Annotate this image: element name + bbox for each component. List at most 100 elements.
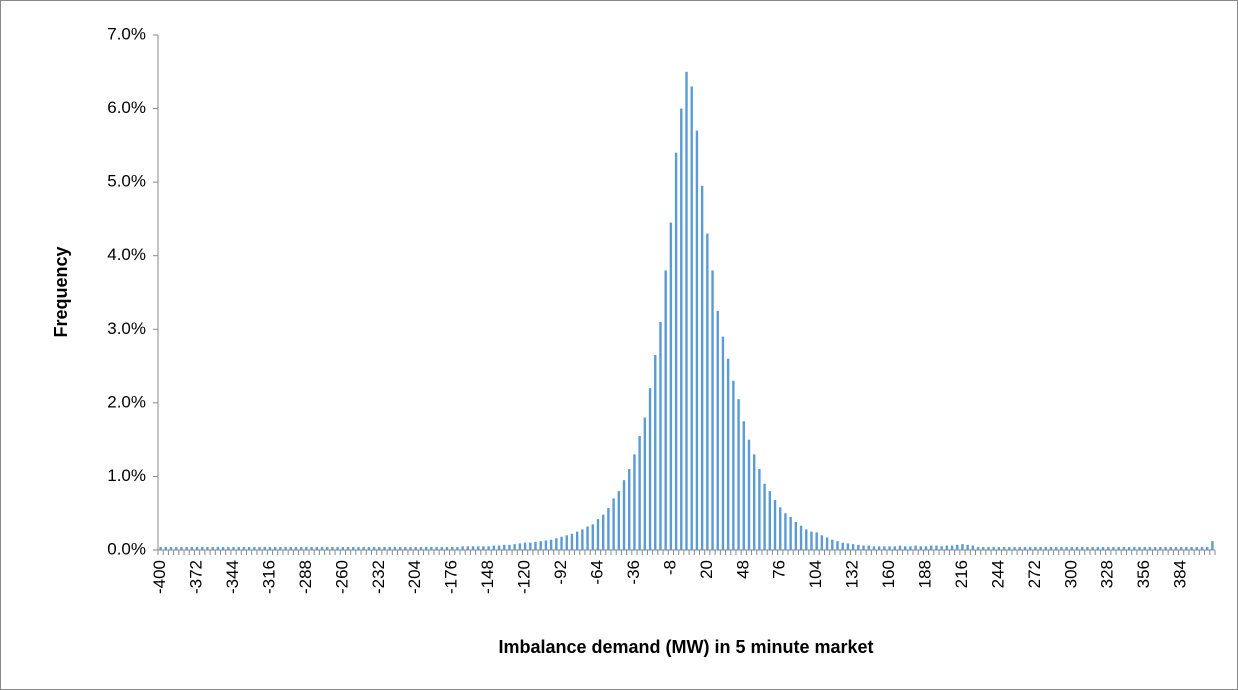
bar bbox=[586, 526, 589, 550]
bar bbox=[846, 543, 850, 550]
bar bbox=[352, 547, 355, 550]
bar bbox=[393, 547, 397, 550]
bar bbox=[810, 531, 813, 550]
y-tick-label: 0.0% bbox=[107, 539, 146, 558]
bar bbox=[638, 435, 641, 550]
bar bbox=[1101, 547, 1105, 550]
bar bbox=[763, 483, 766, 550]
bar bbox=[1008, 547, 1011, 550]
bar bbox=[1179, 547, 1183, 550]
bar bbox=[680, 108, 683, 551]
bar bbox=[1127, 547, 1131, 550]
x-tick-label: -148 bbox=[478, 560, 497, 594]
bar bbox=[841, 542, 844, 550]
bar bbox=[726, 358, 730, 550]
bar bbox=[1044, 547, 1047, 550]
bar bbox=[612, 498, 615, 550]
bar bbox=[1138, 547, 1141, 550]
bar bbox=[575, 531, 579, 550]
bar bbox=[1039, 547, 1042, 550]
bar bbox=[185, 547, 188, 550]
bar bbox=[685, 71, 688, 551]
bar bbox=[648, 388, 652, 550]
bar bbox=[976, 547, 980, 550]
x-axis-title: Imbalance demand (MW) in 5 minute market bbox=[498, 637, 873, 657]
bar bbox=[789, 516, 792, 550]
bar bbox=[747, 439, 751, 550]
bar bbox=[435, 547, 438, 550]
bar bbox=[456, 547, 459, 550]
bar bbox=[862, 545, 865, 550]
bar bbox=[263, 547, 266, 550]
bar bbox=[924, 546, 928, 550]
bar bbox=[487, 546, 490, 550]
bar bbox=[1169, 547, 1172, 550]
bar bbox=[622, 480, 626, 550]
y-tick-label: 1.0% bbox=[107, 466, 146, 485]
bar bbox=[1096, 547, 1100, 550]
bar bbox=[893, 546, 896, 550]
x-tick-label: -92 bbox=[551, 560, 570, 585]
bar bbox=[346, 547, 350, 550]
bar bbox=[1195, 547, 1198, 550]
bar bbox=[1159, 547, 1162, 550]
bar bbox=[289, 547, 292, 550]
bar bbox=[549, 539, 553, 550]
bar bbox=[1185, 547, 1188, 550]
bar bbox=[1211, 541, 1214, 550]
bar bbox=[1205, 547, 1209, 550]
bar bbox=[596, 519, 600, 550]
x-tick-label: 104 bbox=[806, 560, 825, 588]
bar bbox=[961, 544, 964, 550]
bar bbox=[945, 545, 949, 550]
bar bbox=[914, 545, 917, 550]
bar bbox=[919, 546, 923, 550]
y-tick-label: 7.0% bbox=[107, 24, 146, 43]
bar bbox=[273, 547, 277, 550]
bar bbox=[992, 547, 995, 550]
x-tick-label: -260 bbox=[332, 560, 351, 594]
x-tick-label: 160 bbox=[879, 560, 898, 588]
bar bbox=[1034, 547, 1037, 550]
y-tick-label: 2.0% bbox=[107, 392, 146, 411]
bar bbox=[206, 547, 209, 550]
x-tick-label: 188 bbox=[916, 560, 935, 588]
bar bbox=[732, 380, 735, 550]
bar bbox=[1200, 547, 1204, 550]
bar bbox=[471, 546, 475, 550]
bar bbox=[357, 547, 360, 550]
bar bbox=[164, 547, 168, 550]
bar bbox=[201, 547, 204, 550]
bar bbox=[1086, 547, 1089, 550]
bar bbox=[565, 535, 568, 550]
bar bbox=[695, 130, 699, 550]
bar bbox=[258, 547, 261, 550]
x-tick-label: -120 bbox=[515, 560, 534, 594]
bar bbox=[1153, 547, 1157, 550]
x-tick-label: 356 bbox=[1134, 560, 1153, 588]
bar bbox=[987, 547, 990, 550]
bar bbox=[664, 270, 667, 550]
x-tick-label: -400 bbox=[150, 560, 169, 594]
bar bbox=[711, 270, 714, 550]
x-tick-label: -8 bbox=[660, 560, 679, 575]
bar bbox=[690, 86, 693, 550]
bar bbox=[529, 542, 532, 550]
bar bbox=[315, 547, 319, 550]
bar bbox=[237, 547, 240, 550]
bar bbox=[508, 544, 511, 550]
bar bbox=[779, 507, 782, 550]
bar bbox=[253, 547, 256, 550]
y-tick-label: 5.0% bbox=[107, 172, 146, 191]
bar bbox=[940, 546, 943, 550]
bar bbox=[768, 491, 772, 550]
x-tick-label: 132 bbox=[843, 560, 862, 588]
bar bbox=[1049, 547, 1053, 550]
bar bbox=[1028, 547, 1032, 550]
bar bbox=[440, 547, 443, 550]
bar bbox=[1054, 547, 1058, 550]
bar bbox=[414, 547, 417, 550]
y-tick-label: 3.0% bbox=[107, 319, 146, 338]
bar bbox=[628, 469, 631, 550]
bar bbox=[216, 547, 220, 550]
